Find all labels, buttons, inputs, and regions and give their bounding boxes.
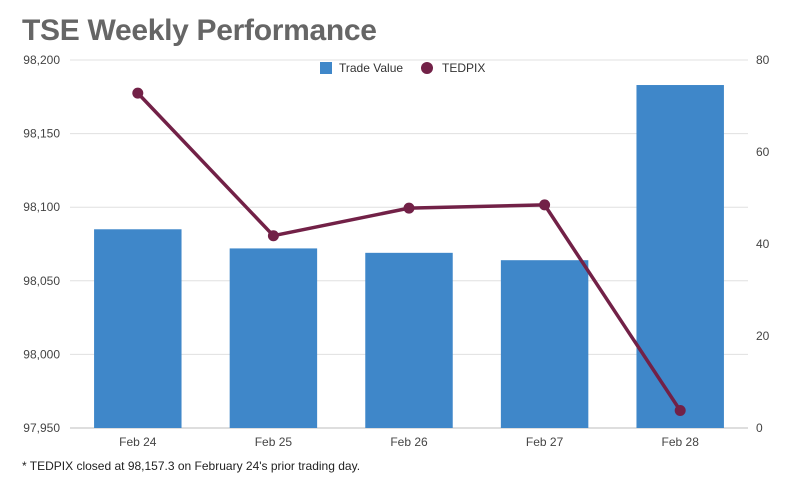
left-axis-tick-label: 98,050 <box>23 274 60 288</box>
chart-footnote: * TEDPIX closed at 98,157.3 on February … <box>22 459 361 473</box>
chart-point <box>539 199 551 211</box>
legend-swatch-tedpix <box>421 62 433 74</box>
chart-point <box>403 202 415 214</box>
x-axis-tick-label: Feb 26 <box>390 435 428 449</box>
right-axis-tick-label: 0 <box>756 421 763 435</box>
right-axis-tick-label: 40 <box>756 237 770 251</box>
left-axis-tick-label: 98,200 <box>23 53 60 67</box>
chart-point <box>132 87 144 99</box>
x-axis-tick-label: Feb 24 <box>119 435 157 449</box>
left-axis-tick-label: 98,150 <box>23 127 60 141</box>
right-axis-tick-label: 20 <box>756 329 770 343</box>
x-axis-tick-label: Feb 27 <box>526 435 564 449</box>
left-axis-tick-label: 98,000 <box>23 347 60 361</box>
chart-bar <box>94 229 182 428</box>
x-axis-tick-label: Feb 25 <box>255 435 293 449</box>
chart-point <box>674 405 686 417</box>
chart-title: TSE Weekly Performance <box>22 14 377 47</box>
legend-swatch-trade-value <box>320 62 332 74</box>
x-axis-tick-label: Feb 28 <box>662 435 700 449</box>
right-axis-tick-label: 60 <box>756 145 770 159</box>
chart-point <box>267 230 279 242</box>
chart-bar <box>365 252 453 428</box>
left-axis-tick-label: 98,100 <box>23 200 60 214</box>
legend-label-trade-value: Trade Value <box>339 61 403 75</box>
chart-bar <box>636 85 724 429</box>
legend-label-tedpix: TEDPIX <box>442 61 485 75</box>
chart-bar <box>229 248 318 428</box>
right-axis-tick-label: 80 <box>756 53 770 67</box>
left-axis-tick-label: 97,950 <box>23 421 60 435</box>
chart-bar <box>500 260 589 428</box>
